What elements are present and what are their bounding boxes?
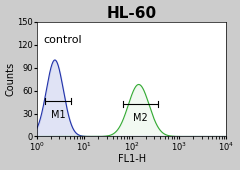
Text: M2: M2	[133, 113, 148, 123]
Y-axis label: Counts: Counts	[6, 62, 16, 96]
Text: control: control	[44, 35, 82, 45]
Text: M1: M1	[51, 110, 66, 120]
Title: HL-60: HL-60	[107, 6, 157, 21]
X-axis label: FL1-H: FL1-H	[118, 154, 146, 164]
